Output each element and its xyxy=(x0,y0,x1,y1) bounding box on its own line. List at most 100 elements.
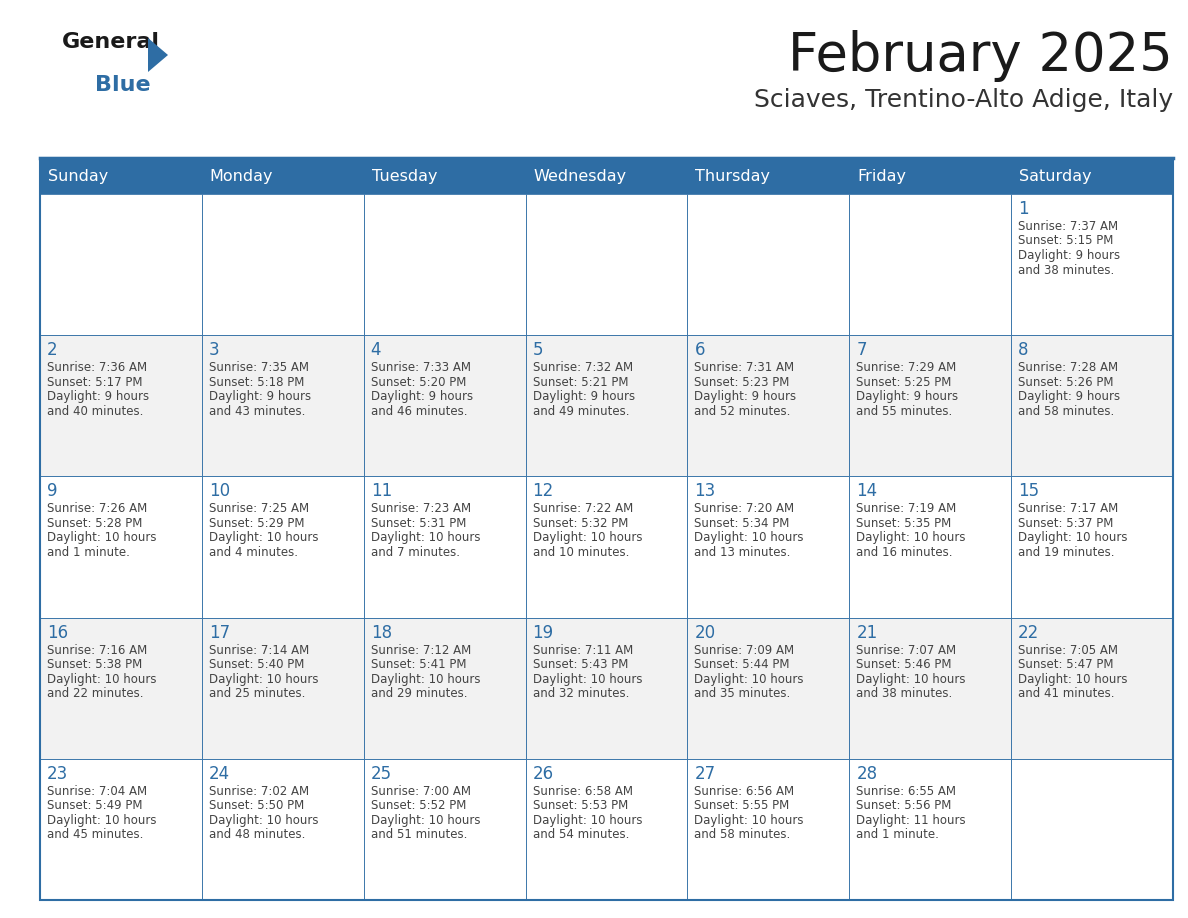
Bar xyxy=(364,618,525,759)
Text: Sunday: Sunday xyxy=(48,169,108,184)
Text: Sunset: 5:35 PM: Sunset: 5:35 PM xyxy=(857,517,952,530)
Text: and 29 minutes.: and 29 minutes. xyxy=(371,687,467,700)
Text: Sunrise: 6:55 AM: Sunrise: 6:55 AM xyxy=(857,785,956,798)
Text: 7: 7 xyxy=(857,341,867,359)
Text: February 2025: February 2025 xyxy=(789,30,1173,82)
Text: Thursday: Thursday xyxy=(695,169,771,184)
Bar xyxy=(1011,618,1173,759)
Bar xyxy=(1011,194,1173,335)
Text: and 38 minutes.: and 38 minutes. xyxy=(857,687,953,700)
Text: 16: 16 xyxy=(48,623,68,642)
Text: Daylight: 10 hours: Daylight: 10 hours xyxy=(371,532,480,544)
Text: Sunrise: 7:26 AM: Sunrise: 7:26 AM xyxy=(48,502,147,515)
Text: Sunrise: 7:07 AM: Sunrise: 7:07 AM xyxy=(857,644,956,656)
Text: and 22 minutes.: and 22 minutes. xyxy=(48,687,144,700)
Text: and 49 minutes.: and 49 minutes. xyxy=(532,405,630,418)
Text: Sunrise: 7:00 AM: Sunrise: 7:00 AM xyxy=(371,785,470,798)
Text: and 58 minutes.: and 58 minutes. xyxy=(695,828,791,841)
Bar xyxy=(364,476,525,618)
Bar xyxy=(40,759,202,900)
Text: Sunrise: 7:04 AM: Sunrise: 7:04 AM xyxy=(48,785,147,798)
Polygon shape xyxy=(148,38,168,72)
Text: and 48 minutes.: and 48 minutes. xyxy=(209,828,305,841)
Text: Sunset: 5:46 PM: Sunset: 5:46 PM xyxy=(857,658,952,671)
Text: Daylight: 9 hours: Daylight: 9 hours xyxy=(209,390,311,403)
Text: and 55 minutes.: and 55 minutes. xyxy=(857,405,953,418)
Bar xyxy=(40,158,1173,900)
Text: 12: 12 xyxy=(532,482,554,500)
Bar xyxy=(525,158,688,194)
Text: Daylight: 9 hours: Daylight: 9 hours xyxy=(371,390,473,403)
Bar xyxy=(364,759,525,900)
Text: 28: 28 xyxy=(857,765,878,783)
Text: Wednesday: Wednesday xyxy=(533,169,627,184)
Text: Sunset: 5:56 PM: Sunset: 5:56 PM xyxy=(857,800,952,812)
Text: Sunset: 5:41 PM: Sunset: 5:41 PM xyxy=(371,658,466,671)
Text: 15: 15 xyxy=(1018,482,1040,500)
Text: Sunrise: 7:33 AM: Sunrise: 7:33 AM xyxy=(371,361,470,375)
Bar xyxy=(202,158,364,194)
Text: Daylight: 10 hours: Daylight: 10 hours xyxy=(209,673,318,686)
Text: and 7 minutes.: and 7 minutes. xyxy=(371,546,460,559)
Bar xyxy=(40,476,202,618)
Text: Daylight: 9 hours: Daylight: 9 hours xyxy=(695,390,796,403)
Text: and 58 minutes.: and 58 minutes. xyxy=(1018,405,1114,418)
Text: Daylight: 9 hours: Daylight: 9 hours xyxy=(1018,390,1120,403)
Text: Daylight: 10 hours: Daylight: 10 hours xyxy=(48,532,157,544)
Bar xyxy=(849,476,1011,618)
Text: Daylight: 10 hours: Daylight: 10 hours xyxy=(1018,673,1127,686)
Text: Saturday: Saturday xyxy=(1019,169,1092,184)
Text: Sciaves, Trentino-Alto Adige, Italy: Sciaves, Trentino-Alto Adige, Italy xyxy=(754,88,1173,112)
Text: Monday: Monday xyxy=(210,169,273,184)
Text: Daylight: 9 hours: Daylight: 9 hours xyxy=(857,390,959,403)
Text: Sunrise: 7:31 AM: Sunrise: 7:31 AM xyxy=(695,361,795,375)
Bar xyxy=(40,158,202,194)
Text: Daylight: 10 hours: Daylight: 10 hours xyxy=(48,673,157,686)
Text: 9: 9 xyxy=(48,482,57,500)
Text: and 1 minute.: and 1 minute. xyxy=(48,546,129,559)
Text: Daylight: 10 hours: Daylight: 10 hours xyxy=(1018,532,1127,544)
Text: 19: 19 xyxy=(532,623,554,642)
Text: and 4 minutes.: and 4 minutes. xyxy=(209,546,298,559)
Text: Sunset: 5:20 PM: Sunset: 5:20 PM xyxy=(371,375,466,388)
Bar xyxy=(364,194,525,335)
Text: Sunset: 5:23 PM: Sunset: 5:23 PM xyxy=(695,375,790,388)
Text: and 52 minutes.: and 52 minutes. xyxy=(695,405,791,418)
Text: Sunrise: 7:02 AM: Sunrise: 7:02 AM xyxy=(209,785,309,798)
Bar xyxy=(40,335,202,476)
Text: 24: 24 xyxy=(209,765,230,783)
Text: 11: 11 xyxy=(371,482,392,500)
Bar xyxy=(1011,759,1173,900)
Text: General: General xyxy=(62,32,160,52)
Text: 17: 17 xyxy=(209,623,230,642)
Text: Sunset: 5:52 PM: Sunset: 5:52 PM xyxy=(371,800,466,812)
Text: 21: 21 xyxy=(857,623,878,642)
Text: Sunset: 5:18 PM: Sunset: 5:18 PM xyxy=(209,375,304,388)
Text: Sunset: 5:34 PM: Sunset: 5:34 PM xyxy=(695,517,790,530)
Bar xyxy=(688,618,849,759)
Text: and 46 minutes.: and 46 minutes. xyxy=(371,405,467,418)
Bar xyxy=(525,476,688,618)
Text: and 43 minutes.: and 43 minutes. xyxy=(209,405,305,418)
Text: Sunrise: 7:20 AM: Sunrise: 7:20 AM xyxy=(695,502,795,515)
Text: Daylight: 10 hours: Daylight: 10 hours xyxy=(209,532,318,544)
Text: Sunrise: 7:35 AM: Sunrise: 7:35 AM xyxy=(209,361,309,375)
Text: Daylight: 9 hours: Daylight: 9 hours xyxy=(532,390,634,403)
Text: Daylight: 10 hours: Daylight: 10 hours xyxy=(695,673,804,686)
Text: Sunset: 5:43 PM: Sunset: 5:43 PM xyxy=(532,658,628,671)
Bar xyxy=(40,618,202,759)
Text: Daylight: 10 hours: Daylight: 10 hours xyxy=(532,673,642,686)
Text: Sunset: 5:25 PM: Sunset: 5:25 PM xyxy=(857,375,952,388)
Text: Blue: Blue xyxy=(95,75,151,95)
Bar xyxy=(525,335,688,476)
Text: Tuesday: Tuesday xyxy=(372,169,437,184)
Text: and 10 minutes.: and 10 minutes. xyxy=(532,546,628,559)
Text: Sunset: 5:55 PM: Sunset: 5:55 PM xyxy=(695,800,790,812)
Text: Sunset: 5:26 PM: Sunset: 5:26 PM xyxy=(1018,375,1113,388)
Text: Daylight: 10 hours: Daylight: 10 hours xyxy=(695,532,804,544)
Text: Sunrise: 7:17 AM: Sunrise: 7:17 AM xyxy=(1018,502,1118,515)
Bar xyxy=(202,618,364,759)
Text: 20: 20 xyxy=(695,623,715,642)
Text: Sunrise: 6:56 AM: Sunrise: 6:56 AM xyxy=(695,785,795,798)
Text: and 1 minute.: and 1 minute. xyxy=(857,828,940,841)
